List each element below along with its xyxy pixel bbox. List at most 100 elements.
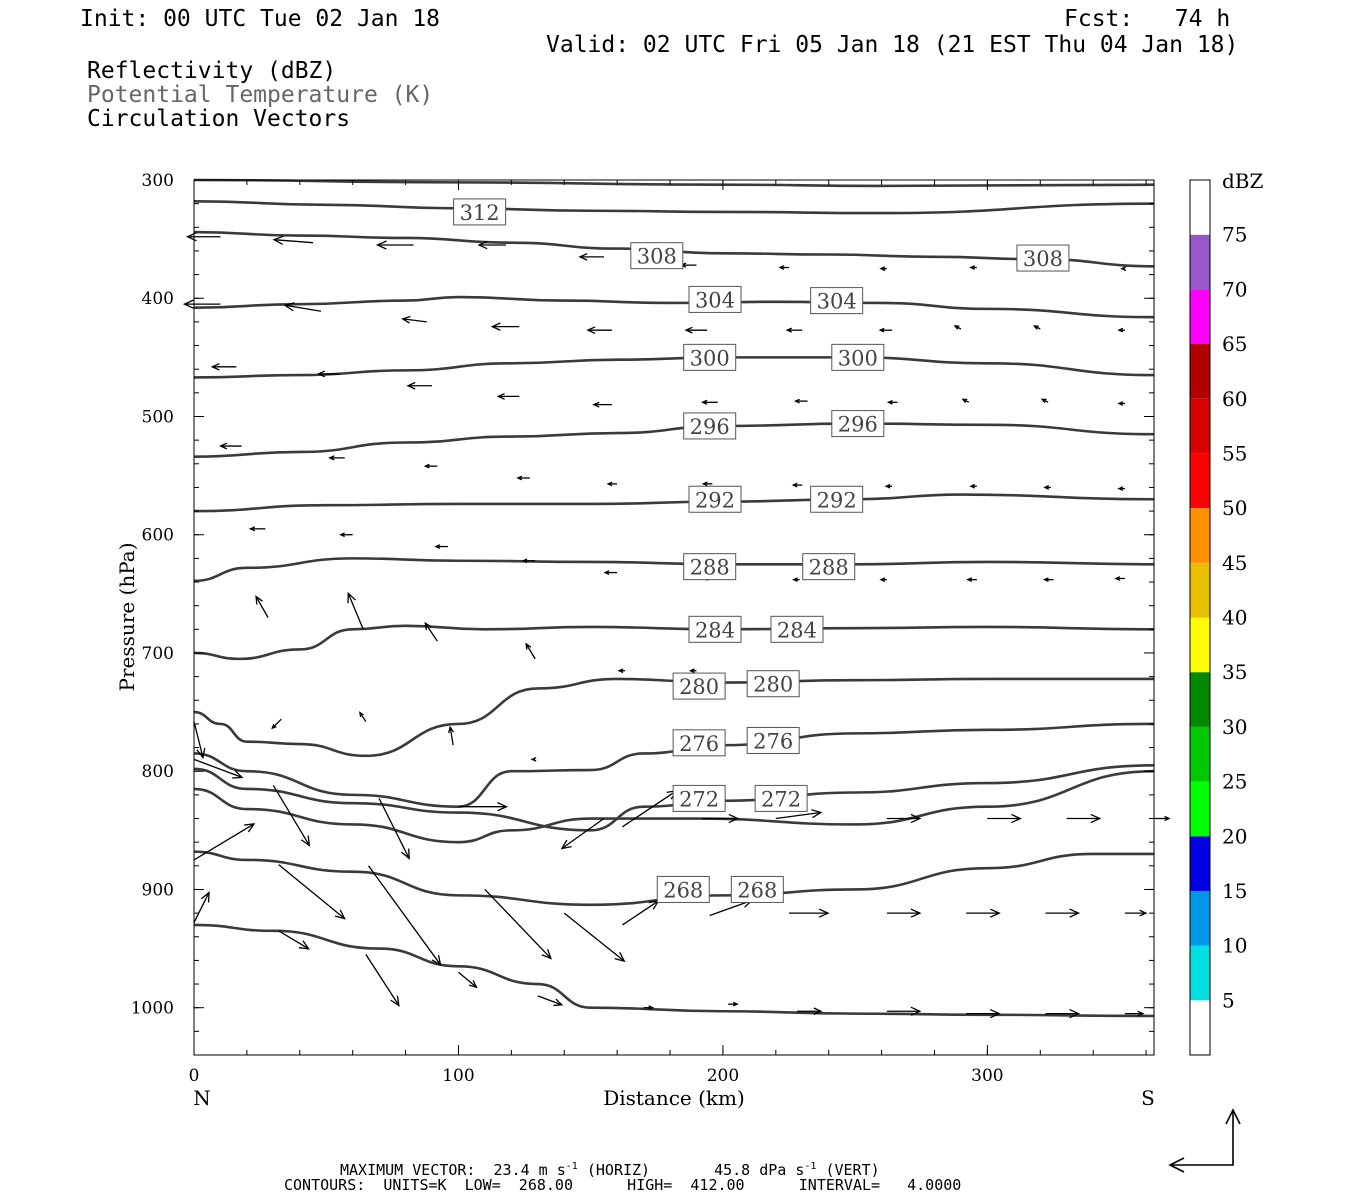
colorbar-label-25: 25: [1222, 770, 1247, 794]
x-tick-label-300: 300: [971, 1066, 1003, 1086]
circulation-vector-51: [966, 577, 977, 583]
circulation-vector-40: [969, 483, 977, 489]
contour-312-1: [193, 199, 1155, 215]
circulation-vector-24: [496, 392, 520, 400]
svg-text:292: 292: [695, 488, 735, 512]
contour-label-276-1: 276: [746, 726, 800, 754]
colorbar-swatch-15: [1190, 180, 1210, 235]
contour-label-268-1: 268: [730, 875, 784, 903]
axes-layer: 0 100 200 300 300 400 500 600 700 800 900 1000: [131, 171, 1154, 1086]
south-label: S: [1141, 1086, 1155, 1110]
circulation-vector-12: [401, 315, 427, 324]
colorbar-label-40: 40: [1222, 606, 1247, 630]
circulation-vector-6: [778, 265, 790, 270]
circulation-vector-38: [791, 482, 803, 488]
colorbar-label-60: 60: [1222, 387, 1247, 411]
circulation-vector-13: [490, 322, 520, 331]
colorbar-label-45: 45: [1222, 551, 1247, 575]
circulation-vector-56: [424, 621, 438, 642]
contour-272-11: [193, 764, 1155, 832]
svg-text:268: 268: [737, 878, 777, 902]
circulation-vector-81: [563, 912, 626, 963]
contour-label-312-0: 312: [453, 198, 507, 226]
svg-text:292: 292: [817, 488, 857, 512]
circulation-vector-20: [1117, 327, 1125, 333]
colorbar-swatch-11: [1190, 398, 1210, 454]
circulation-vector-49: [792, 577, 800, 583]
circulation-vector-5: [679, 262, 697, 268]
circulation-vector-71: [701, 813, 740, 824]
contour-label-304-0: 304: [688, 285, 742, 313]
colorbar-label-5: 5: [1222, 988, 1235, 1012]
y-axis-label: Pressure (hPa): [115, 543, 139, 692]
colorbar-label-15: 15: [1222, 879, 1247, 903]
svg-text:280: 280: [753, 673, 793, 697]
colorbar-swatch-2: [1190, 890, 1210, 946]
colorbar-swatch-7: [1190, 617, 1210, 673]
circulation-vector-73: [886, 813, 922, 824]
colorbar-label-10: 10: [1222, 934, 1247, 958]
x-tick-label-0: 0: [189, 1066, 200, 1086]
circulation-vector-11: [283, 302, 322, 312]
circulation-vector-1: [272, 235, 314, 245]
vert-suffix: (VERT): [816, 1161, 880, 1179]
horiz-suffix: (HORIZ): [577, 1161, 651, 1179]
contour-288-7: [193, 557, 1155, 583]
svg-text:272: 272: [679, 787, 719, 811]
colorbar-swatch-1: [1190, 945, 1210, 1001]
contour-label-296-1: 296: [831, 410, 885, 438]
circulation-vector-89: [193, 891, 210, 923]
circulation-vector-27: [793, 398, 808, 404]
circulation-vector-93: [537, 995, 564, 1007]
circulation-vector-16: [785, 327, 803, 333]
svg-text:308: 308: [637, 245, 677, 269]
circulation-vector-59: [688, 668, 697, 674]
horiz-exponent: -1: [565, 1161, 578, 1172]
y-tick-label-700: 700: [142, 644, 174, 664]
colorbar-label-70: 70: [1222, 277, 1247, 301]
colorbar-swatch-3: [1190, 836, 1210, 891]
circulation-vector-58: [617, 668, 626, 674]
circulation-vector-78: [278, 864, 346, 920]
contour-label-308-0: 308: [630, 242, 684, 270]
contour-label-292-0: 292: [688, 485, 742, 513]
colorbar-label-30: 30: [1222, 715, 1247, 739]
circulation-vector-34: [423, 463, 438, 469]
circulation-vector-39: [884, 483, 893, 489]
circulation-vector-74: [987, 813, 1022, 824]
circulation-vector-7: [879, 266, 887, 272]
circulation-vector-94: [643, 1005, 655, 1011]
circulation-vector-63: [530, 756, 537, 762]
circulation-vector-43: [248, 526, 266, 532]
forecast-hour: Fcst: 74 h: [1064, 6, 1231, 32]
circulation-vector-79: [368, 865, 442, 967]
circulation-vector-85: [886, 908, 922, 918]
contour-label-288-0: 288: [683, 553, 737, 581]
svg-text:272: 272: [761, 787, 801, 811]
contour-label-280-0: 280: [672, 672, 726, 700]
circulation-vector-87: [1045, 908, 1081, 918]
circulation-vector-18: [953, 325, 962, 330]
contour-label-308-1: 308: [1016, 244, 1070, 272]
colorbar-swatch-0: [1190, 1000, 1210, 1055]
circulation-vector-15: [684, 326, 708, 334]
north-label: N: [193, 1086, 211, 1110]
circulation-vector-76: [1154, 815, 1171, 822]
circulation-vector-72: [775, 809, 823, 820]
colorbar-swatch-8: [1190, 562, 1210, 618]
circulation-vector-55: [347, 591, 364, 630]
maximum-vector-line: MAXIMUM VECTOR: 23.4 m s-1 (HORIZ) 45.8 d…: [340, 1158, 880, 1179]
circulation-vector-77: [193, 823, 256, 861]
circulation-vector-80: [484, 889, 553, 960]
y-tick-label-500: 500: [142, 407, 174, 427]
contour-300-4: [193, 356, 1155, 379]
circulation-vector-100: [1124, 1010, 1145, 1017]
y-tick-label-1000: 1000: [131, 999, 174, 1019]
reference-vector-icon: [1168, 1108, 1241, 1173]
circulation-vector-31: [1117, 401, 1125, 406]
x-tick-label-100: 100: [442, 1066, 474, 1086]
contour-label-300-0: 300: [683, 343, 737, 371]
circulation-vector-30: [1040, 398, 1049, 404]
circulation-vector-60: [271, 718, 282, 730]
